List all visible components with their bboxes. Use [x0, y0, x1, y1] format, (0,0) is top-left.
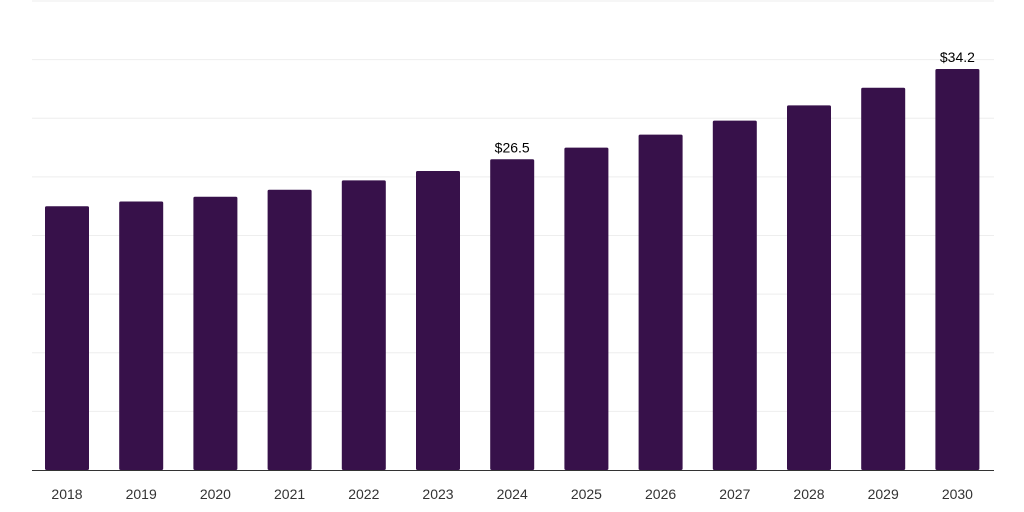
bar-2028: [787, 105, 831, 470]
bar-2023: [416, 171, 460, 470]
x-tick-label: 2020: [200, 486, 231, 502]
x-tick-label: 2022: [348, 486, 379, 502]
bar-2018: [45, 206, 89, 470]
data-labels: $26.5 $34.2: [495, 49, 975, 155]
x-tick-label: 2026: [645, 486, 676, 502]
bar-2019: [119, 201, 164, 470]
x-tick-label: 2018: [51, 486, 82, 502]
x-tick-label: 2028: [793, 486, 824, 502]
x-tick-label: 2027: [719, 486, 750, 502]
data-label: $26.5: [495, 139, 530, 155]
bar-2021: [267, 189, 312, 470]
bar-2027: [712, 120, 757, 470]
bar-2022: [341, 180, 386, 470]
x-tick-label: 2029: [868, 486, 899, 502]
data-label: $34.2: [940, 49, 975, 65]
x-tick-label: 2021: [274, 486, 305, 502]
x-tick-label: 2030: [942, 486, 973, 502]
bar-2030: [935, 69, 980, 470]
x-tick-label: 2024: [497, 486, 528, 502]
x-axis-ticks: 2018 2019 2020 2021 2022 2023 2024 2025 2026 2027…: [51, 486, 973, 502]
bar-2026: [638, 134, 683, 471]
bar-2020: [193, 196, 238, 470]
x-tick-label: 2025: [571, 486, 602, 502]
bars: [45, 69, 980, 471]
x-tick-label: 2019: [126, 486, 157, 502]
bar-2024: [490, 159, 535, 470]
bar-2029: [861, 87, 906, 470]
x-tick-label: 2023: [422, 486, 453, 502]
bar-2025: [564, 147, 609, 470]
